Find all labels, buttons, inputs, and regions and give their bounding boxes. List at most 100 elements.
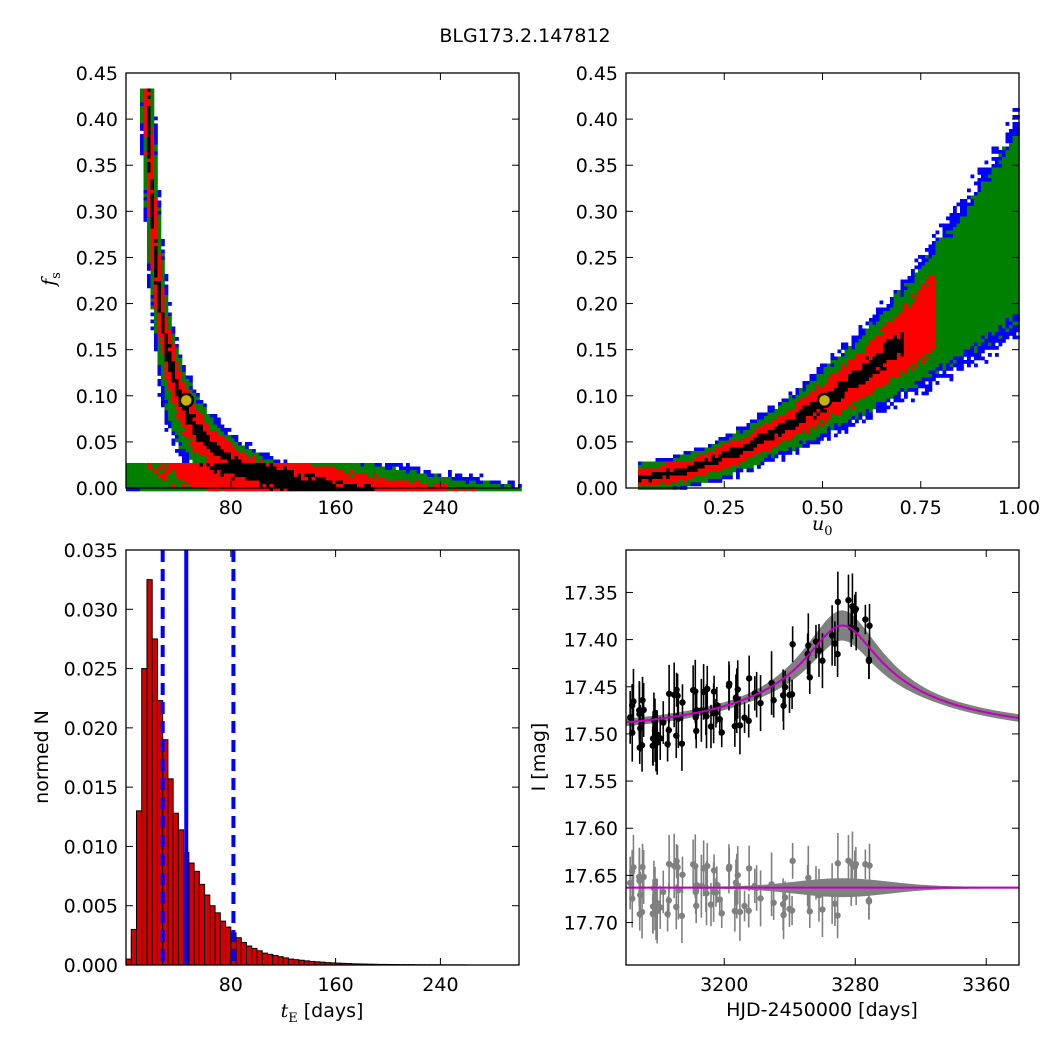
density-cell (329, 477, 333, 481)
density-cell (1002, 171, 1006, 175)
density-cell (199, 484, 204, 488)
density-cell (659, 482, 663, 487)
data-point (834, 598, 842, 606)
density-cell (998, 255, 1003, 259)
density-cell (150, 102, 155, 107)
density-cell (760, 419, 765, 424)
density-cell (984, 258, 989, 263)
density-cell (928, 251, 933, 256)
density-cell (178, 379, 183, 383)
density-cell (1005, 213, 1010, 217)
density-cell (399, 466, 403, 471)
density-cell (150, 137, 155, 142)
density-cell (140, 480, 144, 485)
density-cell (764, 447, 768, 452)
density-cell (154, 197, 158, 201)
density-cell (841, 342, 845, 347)
density-cell (974, 353, 978, 357)
density-cell (841, 381, 845, 385)
density-cell (182, 410, 186, 415)
density-cell (192, 473, 197, 478)
density-cell (164, 312, 169, 317)
density-cell (736, 437, 740, 441)
density-cell (813, 395, 817, 399)
density-cell (1005, 304, 1010, 308)
density-cell (1016, 293, 1020, 298)
density-cell (970, 349, 975, 354)
density-cell (448, 470, 452, 474)
density-cell (837, 367, 842, 371)
density-cell (956, 353, 961, 357)
density-cell (837, 384, 842, 389)
density-cell (154, 253, 158, 257)
density-cell (154, 204, 158, 208)
density-cell (883, 339, 887, 343)
density-cell (967, 188, 971, 193)
density-cell (984, 237, 989, 242)
density-cell (977, 199, 982, 203)
density-cell (297, 463, 302, 467)
density-cell (290, 463, 295, 467)
density-cell (385, 477, 389, 481)
density-cell (904, 335, 908, 340)
density-cell (893, 391, 898, 396)
density-cell (977, 290, 982, 294)
density-cell (925, 290, 929, 294)
density-cell (858, 360, 863, 364)
density-cell (795, 395, 800, 399)
density-cell (904, 353, 908, 357)
density-cell (974, 227, 978, 231)
density-cell (799, 437, 803, 441)
density-cell (918, 381, 922, 385)
density-cell (904, 367, 908, 371)
density-cell (757, 451, 761, 455)
density-cell (900, 374, 905, 378)
density-cell (1009, 234, 1013, 238)
density-cell (1005, 234, 1010, 238)
density-cell (795, 398, 800, 403)
density-cell (897, 384, 901, 389)
density-cell (774, 447, 779, 452)
density-cell (942, 332, 947, 336)
density-cell (911, 304, 915, 308)
density-cell (886, 353, 891, 357)
density-cell (981, 185, 985, 189)
density-cell (189, 431, 193, 436)
density-cell (914, 356, 919, 361)
density-cell (897, 381, 901, 385)
density-cell (960, 209, 964, 214)
density-cell (1016, 199, 1020, 203)
density-cell (462, 487, 466, 492)
density-cell (161, 256, 165, 261)
density-cell (147, 263, 151, 268)
density-cell (161, 347, 165, 352)
density-cell (406, 487, 410, 492)
density-cell (157, 277, 162, 282)
density-cell (189, 435, 193, 439)
density-cell (900, 293, 905, 298)
density-cell (897, 346, 901, 350)
density-cell (806, 444, 810, 448)
density-cell (802, 444, 807, 448)
density-cell (935, 244, 940, 249)
density-cell (774, 430, 779, 434)
density-cell (304, 477, 309, 481)
density-cell (304, 480, 309, 485)
density-cell (848, 356, 852, 361)
density-cell (1005, 269, 1010, 273)
density-cell (1009, 164, 1013, 168)
density-cell (907, 297, 912, 301)
density-cell (1012, 160, 1017, 165)
density-cell (827, 377, 831, 382)
density-cell (956, 318, 961, 322)
density-cell (886, 374, 891, 378)
density-cell (227, 438, 232, 443)
density-cell (907, 283, 912, 287)
density-cell (921, 283, 926, 287)
density-cell (970, 237, 975, 242)
density-cell (182, 484, 186, 488)
density-cell (185, 410, 190, 415)
density-cell (164, 330, 169, 334)
density-cell (175, 438, 179, 443)
density-cell (872, 384, 877, 389)
